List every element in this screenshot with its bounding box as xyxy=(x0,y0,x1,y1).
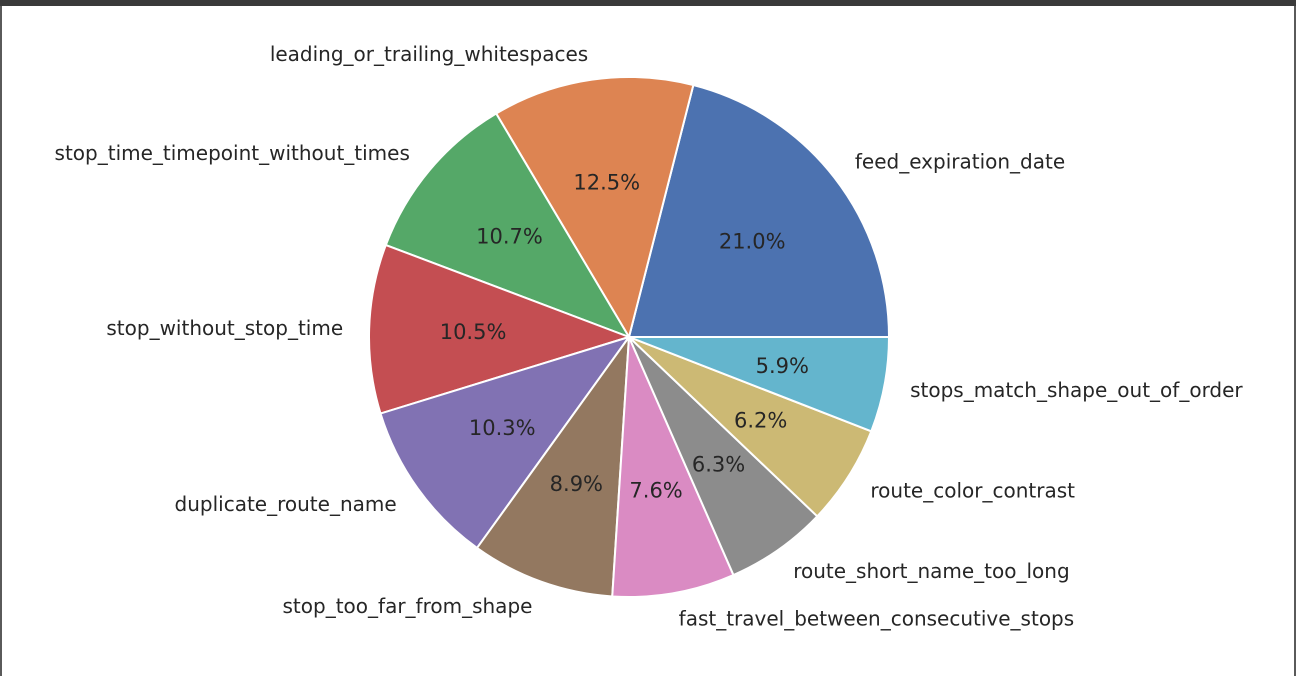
pie-percent-label: 7.6% xyxy=(629,479,682,503)
pie-slice-feed-expiration-date xyxy=(628,84,890,338)
pie-percent-label: 8.9% xyxy=(550,472,603,496)
pie-category-label: fast_travel_between_consecutive_stops xyxy=(679,607,1075,631)
pie-category-label: stop_without_stop_time xyxy=(106,316,343,340)
pie-percent-label: 10.7% xyxy=(476,225,543,249)
pie-percent-labels: 21.0% 12.5% 10.7% 10.5% 10.3% 8.9% 7.6% 6.3% 6.2… xyxy=(440,171,809,503)
pie-category-label: stop_time_timepoint_without_times xyxy=(55,141,410,165)
pie-percent-label: 21.0% xyxy=(719,229,786,253)
pie-category-label: feed_expiration_date xyxy=(855,150,1065,174)
pie-slice-fast-travel-between-consecutive-stops xyxy=(611,336,735,598)
top-border xyxy=(0,0,1296,6)
pie-percent-label: 6.3% xyxy=(692,453,745,477)
pie-slice-stop-without-stop-time xyxy=(368,244,630,415)
pie-percent-label: 12.5% xyxy=(573,171,640,195)
pie-category-label: leading_or_trailing_whitespaces xyxy=(270,42,588,66)
pie-slice-leading-or-trailing-whitespaces xyxy=(495,76,695,338)
pie-category-label: duplicate_route_name xyxy=(175,492,397,516)
pie-category-labels: feed_expiration_date leading_or_trailing_… xyxy=(55,42,1244,631)
pie-percent-label: 6.2% xyxy=(734,409,787,433)
pie-category-label: route_color_contrast xyxy=(870,478,1075,502)
pie-category-label: stop_too_far_from_shape xyxy=(283,594,533,618)
pie-slices xyxy=(368,76,890,598)
pie-percent-label: 10.3% xyxy=(469,416,536,440)
pie-slice-duplicate-route-name xyxy=(379,336,630,549)
pie-percent-label: 10.5% xyxy=(440,320,507,344)
pie-slice-stop-time-timepoint-without-times xyxy=(384,112,630,338)
pie-percent-label: 5.9% xyxy=(756,354,809,378)
pie-slice-stops-match-shape-out-of-order xyxy=(628,336,890,433)
pie-slice-stop-too-far-from-shape xyxy=(476,336,630,598)
pie-category-label: stops_match_shape_out_of_order xyxy=(910,378,1243,402)
pie-category-label: route_short_name_too_long xyxy=(793,559,1069,583)
